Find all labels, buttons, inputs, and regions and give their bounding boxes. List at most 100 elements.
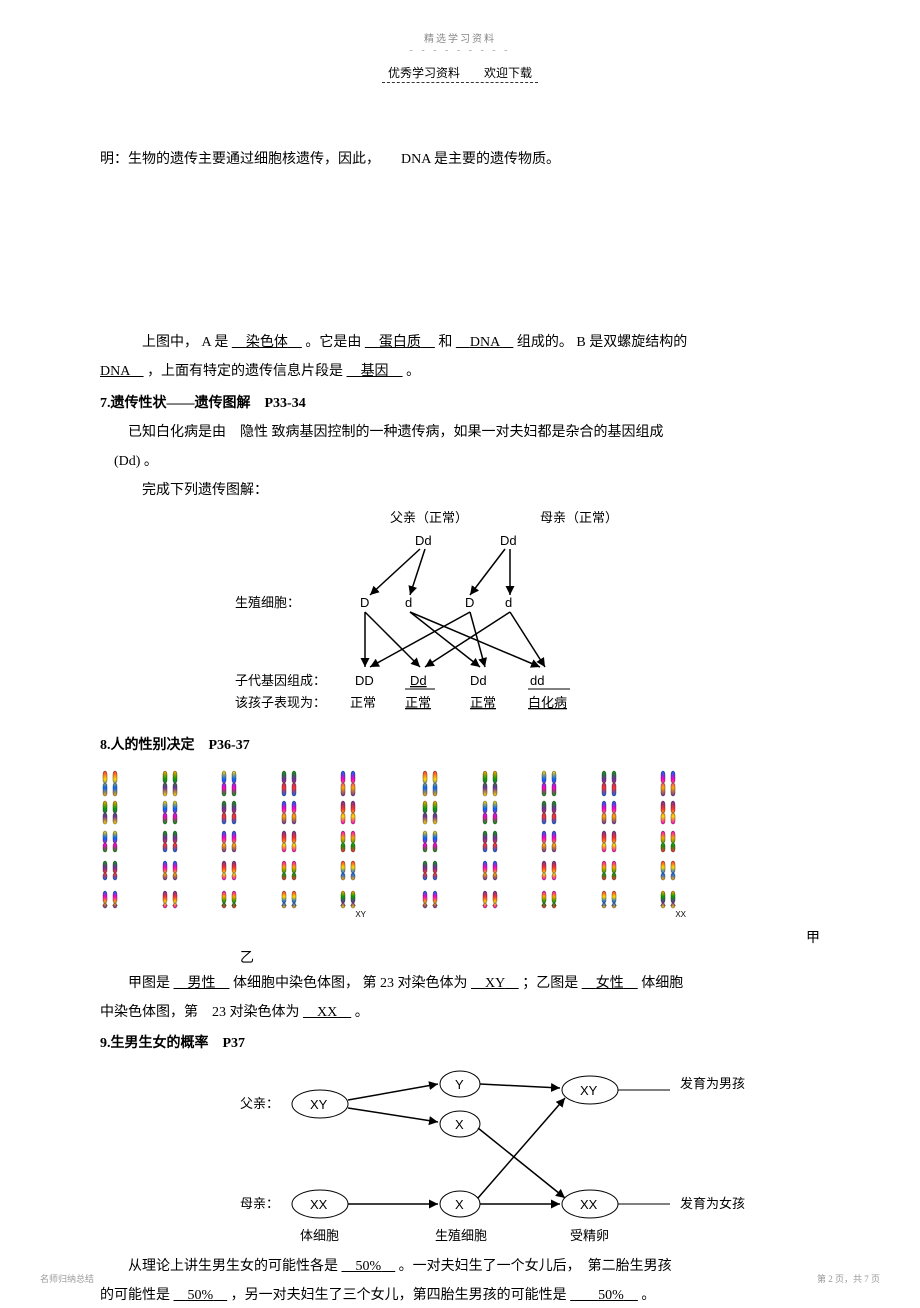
col-somatic: 体细胞 — [300, 1228, 339, 1243]
chromosome-pair — [279, 859, 301, 887]
pheno-2: 正常 — [405, 695, 431, 710]
chromosome-pair — [338, 799, 360, 827]
q6-line1: 上图中， A 是 染色体 。它是由 蛋白质 和 DNA 组成的。 B 是双螺旋结… — [100, 330, 820, 355]
chromosome-pair — [480, 859, 502, 887]
chromosome-pair — [279, 769, 301, 797]
mother-label: 母亲（正常） — [540, 510, 618, 525]
answer-50-2: 50% — [174, 1288, 228, 1303]
chromosome-pair — [219, 859, 241, 887]
label-jia: 甲 — [100, 927, 820, 947]
off-Dd2: Dd — [470, 673, 487, 688]
chromosome-pair — [279, 799, 301, 827]
answer-male: 男性 — [174, 976, 230, 991]
girl-label: 发育为女孩 — [680, 1196, 745, 1211]
chromosome-pair — [539, 829, 561, 857]
pheno-3: 正常 — [470, 695, 496, 710]
father-geno: Dd — [415, 533, 432, 548]
section-9-title: 9.生男生女的概率 P37 — [100, 1031, 820, 1056]
chromosome-pair — [338, 859, 360, 887]
karyotype-female: XX — [420, 767, 680, 919]
answer-protein: 蛋白质 — [365, 335, 435, 350]
chromosome-pair — [599, 769, 621, 797]
chromosome-pair — [599, 889, 621, 917]
chromosome-pair — [480, 829, 502, 857]
chromosome-pair — [599, 799, 621, 827]
chromosome-pair — [480, 889, 502, 917]
chromosome-pair — [539, 889, 561, 917]
chromosome-pair — [658, 769, 680, 797]
chromosome-pair — [420, 889, 442, 917]
mother-xx: XX — [310, 1197, 328, 1212]
top-mark-dots: - - - - - - - - - — [410, 45, 511, 56]
answer-xx: XX — [303, 1005, 351, 1020]
answer-dna: DNA — [456, 335, 514, 350]
pheno-1: 正常 — [350, 695, 376, 710]
footer-left: 名师归纳总结 — [40, 1272, 94, 1285]
top-watermark: 精选学习资料 - - - - - - - - - — [100, 30, 820, 56]
sex-chromosome-pair: XX — [658, 889, 680, 917]
offspring-label: 子代基因组成： — [235, 673, 326, 688]
s8-p2: 中染色体图，第 23 对染色体为 XX 。 — [100, 1000, 820, 1025]
chromosome-pair — [100, 859, 122, 887]
gamete-D2: D — [465, 595, 474, 610]
off-Dd1: Dd — [410, 673, 427, 688]
chromosome-pair — [100, 769, 122, 797]
chromosome-pair — [480, 769, 502, 797]
sub-header: 优秀学习资料 欢迎下载 — [100, 56, 820, 113]
chromosome-pair — [219, 829, 241, 857]
chromosome-pair — [160, 889, 182, 917]
answer-dna2: DNA — [100, 364, 144, 379]
s7-p1b: (Dd) 。 — [114, 449, 820, 474]
pheno-4: 白化病 — [528, 695, 567, 710]
gamete-D1: D — [360, 595, 369, 610]
gamete-y: Y — [455, 1077, 464, 1092]
gamete-d2: d — [505, 595, 512, 610]
off-dd: dd — [530, 673, 544, 688]
top-mark-text: 精选学习资料 — [424, 34, 496, 45]
answer-xy: XY — [471, 976, 519, 991]
intro-line: 明：生物的遗传主要通过细胞核遗传，因此， DNA 是主要的遗传物质。 — [100, 147, 820, 172]
answer-50-3: 50% — [570, 1288, 638, 1303]
chromosome-pair — [279, 889, 301, 917]
father-label: 父亲（正常） — [390, 510, 468, 525]
chromosome-pair — [219, 769, 241, 797]
zygote-xy: XY — [580, 1083, 598, 1098]
chromosome-pair — [420, 829, 442, 857]
chromosome-pair — [100, 799, 122, 827]
answer-chromosome: 染色体 — [232, 335, 302, 350]
off-DD: DD — [355, 673, 374, 688]
answer-50-1: 50% — [342, 1259, 396, 1274]
karyotype-row: XY — [100, 767, 820, 919]
label-yi: 乙 — [100, 947, 820, 967]
gamete-d1: d — [405, 595, 412, 610]
chromosome-pair — [420, 859, 442, 887]
sex-determination-diagram: 父亲： XY Y X 母亲： XX X XY XX 发育为男孩 发育为女孩 体细… — [160, 1060, 760, 1250]
chromosome-pair — [539, 799, 561, 827]
s7-p2: 完成下列遗传图解： — [100, 478, 820, 503]
chromosome-pair — [100, 889, 122, 917]
pheno-label: 该孩子表现为： — [235, 695, 326, 710]
boy-label: 发育为男孩 — [680, 1076, 745, 1091]
chromosome-pair — [100, 829, 122, 857]
chromosome-pair — [599, 829, 621, 857]
col-zygote: 受精卵 — [570, 1228, 609, 1243]
sex-chromosome-pair: XY — [338, 889, 360, 917]
col-gamete: 生殖细胞 — [435, 1228, 487, 1243]
father-label: 父亲： — [240, 1096, 279, 1111]
chromosome-pair — [279, 829, 301, 857]
zygote-xx: XX — [580, 1197, 598, 1212]
answer-gene: 基因 — [347, 364, 403, 379]
chromosome-pair — [539, 859, 561, 887]
mother-geno: Dd — [500, 533, 517, 548]
chromosome-pair — [539, 769, 561, 797]
q6-line2: DNA ，上面有特定的遗传信息片段是 基因 。 — [100, 359, 820, 384]
chromosome-pair — [160, 829, 182, 857]
gamete-label: 生殖细胞： — [235, 595, 300, 610]
karyotype-male: XY — [100, 767, 360, 919]
mother-label: 母亲： — [240, 1196, 279, 1211]
chromosome-pair — [658, 829, 680, 857]
s7-p1: 已知白化病是由 隐性 致病基因控制的一种遗传病，如果一对夫妇都是杂合的基因组成 — [100, 420, 820, 445]
chromosome-pair — [599, 859, 621, 887]
section-8-title: 8.人的性别决定 P36-37 — [100, 733, 820, 758]
chromosome-pair — [338, 769, 360, 797]
